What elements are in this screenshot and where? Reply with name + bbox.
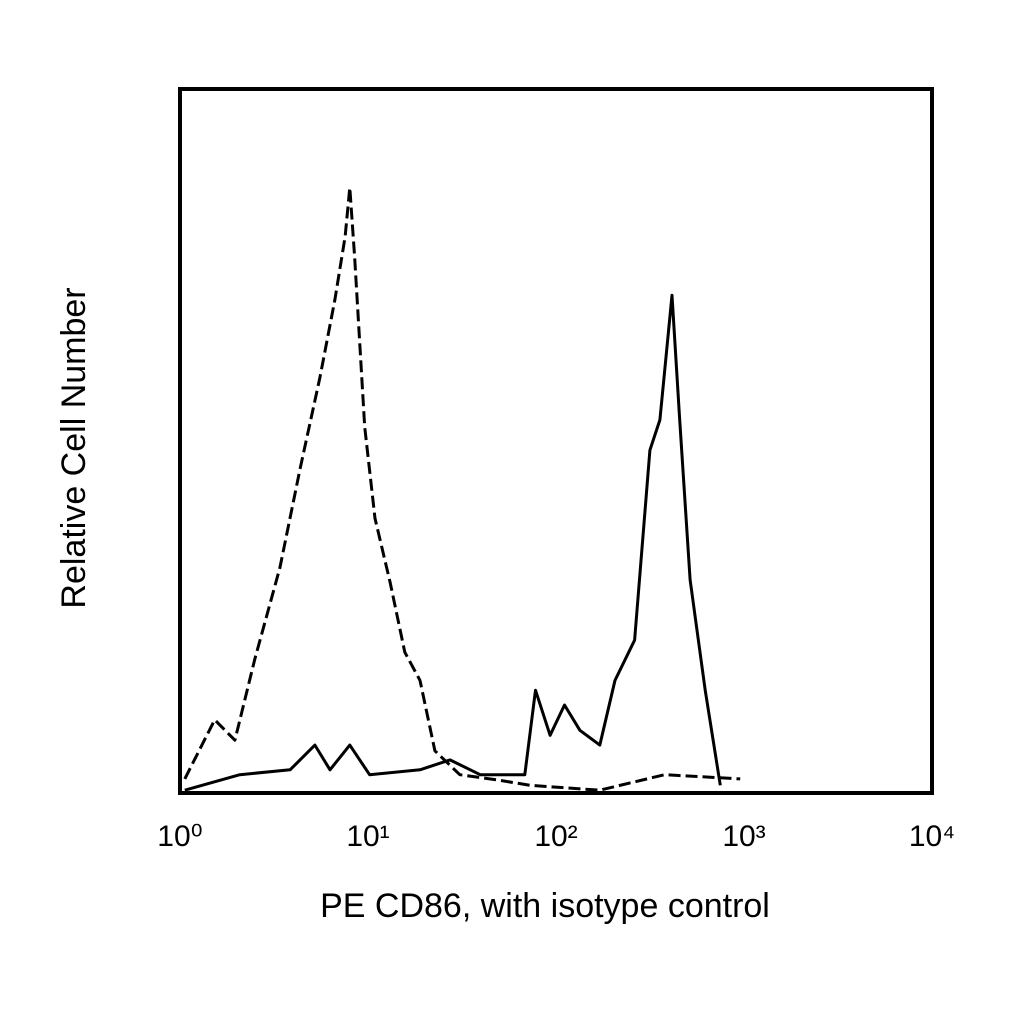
x-tick-label: 10⁴ xyxy=(909,820,955,853)
x-axis-label: PE CD86, with isotype control xyxy=(320,887,770,925)
x-tick-label: 10¹ xyxy=(346,820,389,853)
y-axis-label: Relative Cell Number xyxy=(55,287,93,608)
plot-frame xyxy=(178,87,934,795)
series-line xyxy=(184,293,722,792)
x-tick-label: 10⁰ xyxy=(157,820,202,853)
series-line xyxy=(183,186,741,792)
x-tick-label: 10² xyxy=(534,820,577,853)
x-tick-label: 10³ xyxy=(722,820,765,853)
